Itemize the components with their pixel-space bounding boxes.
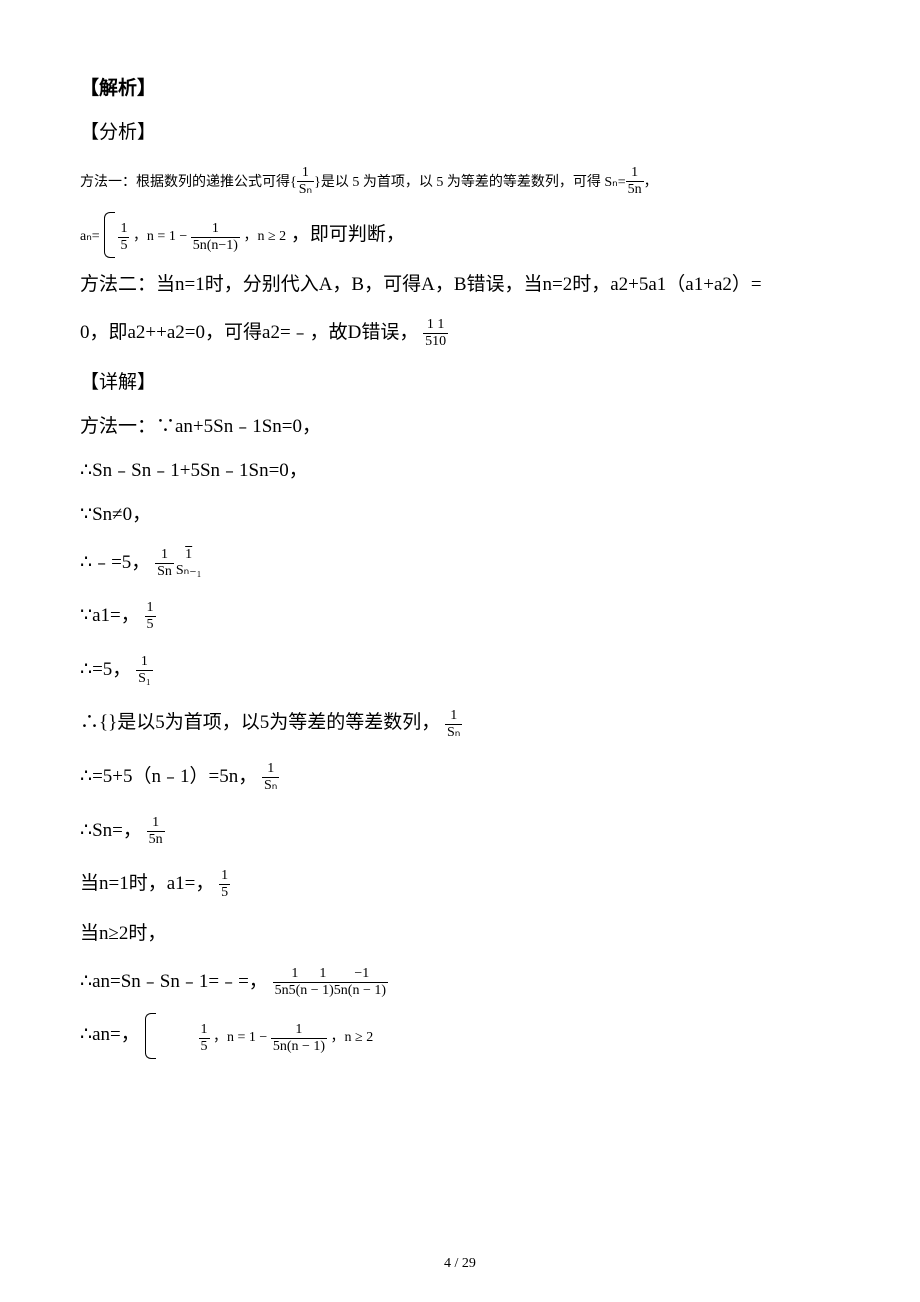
fraction-icon: 1 1 −15n5(n − 1)5n(n − 1) — [273, 967, 388, 998]
fraction-icon: 1Sₙ — [262, 762, 279, 793]
text: ∴{}是以5为首项，以5为等差的等差数列， — [80, 712, 440, 733]
fraction-icon: 1Sₙ — [297, 166, 314, 197]
text: 0，即a2++a2=0，可得a2=﹣，故D错误， — [80, 322, 418, 343]
fraction-icon: 1Sn — [155, 548, 174, 579]
fraction-icon: 15n — [147, 816, 165, 847]
detail-line: ∴{}是以5为首项，以5为等差的等差数列， 1Sₙ — [80, 700, 840, 746]
detail-line: ∴=5， 1S₁ — [80, 647, 840, 693]
case-row: − 15n(n − 1) ，n ≥ 2 — [259, 1030, 373, 1045]
text: ， — [644, 175, 658, 190]
text: ∵a1=， — [80, 605, 140, 626]
fraction-icon: 1 1510 — [423, 318, 448, 349]
method2-line2: 0，即a2++a2=0，可得a2=﹣，故D错误， 1 1510 — [80, 310, 840, 356]
fraction-icon: 15 — [118, 222, 129, 253]
text: ，即可判断， — [291, 224, 405, 245]
fraction-icon: 1S₁ — [136, 655, 153, 686]
fraction-icon: 15n — [626, 166, 644, 197]
heading-jiexi: 【解析】 — [80, 70, 840, 108]
detail-line: ∴Sn=， 15n — [80, 808, 840, 854]
text: ∴an=， — [80, 1024, 140, 1045]
detail-line: ∴an=Sn﹣Sn﹣1=﹣=， 1 1 −15n5(n − 1)5n(n − 1… — [80, 959, 840, 1005]
page-number: 4 / 29 — [0, 1256, 920, 1272]
detail-line: ∴﹣=5， 1Sn1Sₙ₋₁ — [80, 540, 840, 586]
detail-line: ∵a1=， 15 — [80, 593, 840, 639]
fraction-icon: 15n(n − 1) — [271, 1023, 327, 1054]
text: ∴Sn=， — [80, 820, 142, 841]
detail-line: 方法一：∵an+5Sn﹣1Sn=0， — [80, 408, 840, 446]
text: ∴=5， — [80, 659, 131, 680]
text: 方法一：根据数列的递推公式可得{ — [80, 175, 297, 190]
detail-line-final-cases: ∴an=， 15 ，n = 1 − 15n(n − 1) ，n ≥ 2 — [80, 1012, 840, 1058]
text: ∴an=Sn﹣Sn﹣1=﹣=， — [80, 971, 268, 992]
cases-brace-icon: 15 ，n = 1 − 15n(n−1) ，n ≥ 2 — [104, 212, 286, 258]
case-row: − 15n(n−1) ，n ≥ 2 — [179, 229, 286, 244]
text: aₙ= — [80, 229, 100, 244]
text: ∴=5+5（n﹣1）=5n， — [80, 766, 257, 787]
case-row: 15 ，n = 1 — [118, 229, 179, 244]
fraction-icon: 15 — [145, 601, 156, 632]
detail-line: 当n≥2时， — [80, 915, 840, 953]
method2-line1: 方法二：当n=1时，分别代入A，B，可得A，B错误，当n=2时，a2+5a1（a… — [80, 266, 840, 304]
method1-intro: 方法一：根据数列的递推公式可得{1Sₙ}是以 5 为首项，以 5 为等差的等差数… — [80, 158, 840, 204]
fraction-icon: 1Sₙ — [445, 709, 462, 740]
fraction-icon: 15 — [219, 869, 230, 900]
detail-line: ∴=5+5（n﹣1）=5n， 1Sₙ — [80, 754, 840, 800]
detail-line: ∴Sn﹣Sn﹣1+5Sn﹣1Sn=0， — [80, 452, 840, 490]
heading-fenxi: 【分析】 — [80, 114, 840, 152]
cases-definition: aₙ= 15 ，n = 1 − 15n(n−1) ，n ≥ 2 ，即可判断， — [80, 212, 840, 258]
text: 当n=1时，a1=， — [80, 873, 214, 894]
detail-line: 当n=1时，a1=， 15 — [80, 861, 840, 907]
fraction-icon: 15n(n−1) — [191, 222, 240, 253]
document-page: 【解析】 【分析】 方法一：根据数列的递推公式可得{1Sₙ}是以 5 为首项，以… — [0, 0, 920, 1302]
fraction-icon: 1Sₙ₋₁ — [174, 548, 204, 578]
heading-xiangjie: 【详解】 — [80, 364, 840, 402]
detail-line: ∵Sn≠0， — [80, 496, 840, 534]
fraction-icon: 15 — [199, 1023, 210, 1054]
case-row: 15 ，n = 1 — [159, 1030, 260, 1045]
text: ∴﹣=5， — [80, 552, 150, 573]
text: }是以 5 为首项，以 5 为等差的等差数列，可得 Sₙ= — [314, 175, 625, 190]
cases-brace-icon: 15 ，n = 1 − 15n(n − 1) ，n ≥ 2 — [145, 1013, 374, 1059]
